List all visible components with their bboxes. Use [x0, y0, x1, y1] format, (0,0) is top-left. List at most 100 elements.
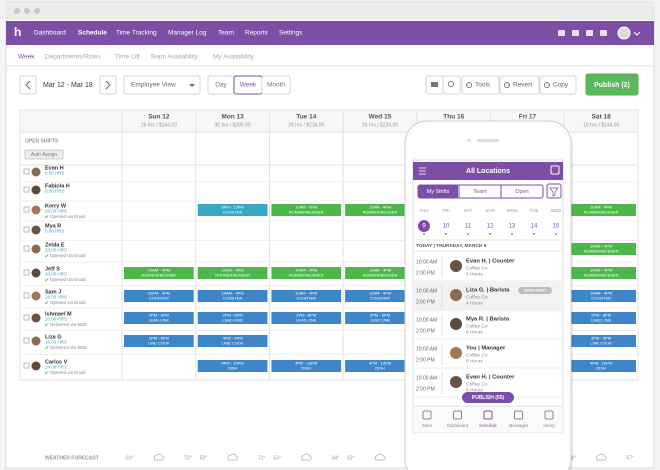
shift-role[interactable]: LEAD LINE [149, 318, 170, 323]
shift-time[interactable]: 4PM - 10PM [295, 361, 317, 366]
shift-title[interactable]: You | Manager [466, 346, 506, 352]
shift-role[interactable]: RUNNER/BUSSER [142, 273, 177, 278]
shift-block[interactable] [197, 335, 268, 347]
shift-title[interactable]: Evan H. | Counter [466, 259, 515, 265]
shift-block[interactable] [271, 204, 342, 216]
tab-icon[interactable] [514, 410, 523, 420]
shift-time[interactable]: 10AM - 4PM [369, 268, 391, 273]
date[interactable]: 14 [531, 224, 538, 230]
shift-role[interactable]: RUNNER/BUSSER [363, 273, 398, 278]
date[interactable]: 10 [443, 224, 450, 230]
shift-role[interactable]: COUNTER [591, 296, 611, 301]
shift-time[interactable]: 10AM - 4PM [590, 244, 612, 249]
auto-assign-label[interactable]: Auto Assign [31, 152, 58, 158]
nav-icon[interactable] [572, 30, 579, 36]
checkbox[interactable] [23, 245, 30, 252]
checkbox[interactable] [23, 292, 30, 299]
shift-role[interactable]: LEAD LINE [222, 318, 243, 323]
view-toggle[interactable] [261, 75, 291, 95]
shift-block[interactable] [271, 312, 342, 324]
shift-block[interactable] [566, 243, 636, 255]
tab-icon[interactable] [453, 410, 462, 420]
shift-block[interactable] [124, 290, 194, 302]
shift-block[interactable] [566, 204, 636, 216]
date[interactable]: 15 [553, 224, 560, 230]
shift-block[interactable] [197, 290, 268, 302]
shift-role[interactable]: LINE COOK [590, 341, 612, 346]
shift-role[interactable]: COUNTER [296, 296, 316, 301]
shift-time[interactable]: 10AM - 4PM [295, 205, 317, 210]
shift-block[interactable] [197, 267, 268, 279]
shift-title[interactable]: Evan H. | Counter [466, 375, 515, 381]
shift-time[interactable]: 2PM - 8PM [370, 313, 390, 318]
shift-role[interactable]: RUNNER/BUSSER [215, 273, 250, 278]
nav-icon[interactable] [600, 30, 607, 36]
nav-item[interactable]: Settings [279, 30, 303, 37]
date[interactable]: 11 [465, 224, 472, 230]
nav-item[interactable]: Reports [245, 30, 269, 37]
checkbox[interactable] [23, 186, 30, 193]
shift-role[interactable]: RUNNER/BUSSER [584, 210, 619, 215]
shift-role[interactable]: RUNNER/BUSSER [584, 273, 619, 278]
shift-role[interactable]: RUNNER/BUSSER [584, 249, 619, 254]
shift-role[interactable]: COUNTER [370, 296, 390, 301]
shift-time[interactable]: 2PM - 8PM [149, 336, 169, 341]
view-toggle-label[interactable]: Month [267, 82, 285, 89]
shift-time[interactable]: 10AM - 4PM [590, 268, 612, 273]
shift-block[interactable] [271, 290, 342, 302]
shift-block[interactable] [345, 312, 415, 324]
shift-role[interactable]: COUNTER [223, 296, 243, 301]
checkbox[interactable] [23, 269, 30, 276]
nav-item[interactable]: Time Tracking [116, 30, 157, 37]
checkbox[interactable] [23, 362, 30, 369]
shift-block[interactable] [566, 335, 636, 347]
shift-block[interactable] [566, 360, 636, 372]
shift-time[interactable]: 2PM - 8PM [591, 336, 611, 341]
shift-block[interactable] [566, 290, 636, 302]
tab-label[interactable]: Hiring [543, 423, 555, 428]
shift-role[interactable]: COUNTER [149, 296, 169, 301]
shift-block[interactable] [124, 267, 194, 279]
shift-block[interactable] [566, 267, 636, 279]
prev-button[interactable] [19, 75, 37, 95]
shift-time[interactable]: 10AM - 4PM [148, 268, 170, 273]
tab-icon[interactable] [544, 410, 554, 420]
nav-item[interactable]: Manager Log [168, 30, 207, 37]
tab-icon[interactable] [422, 410, 432, 420]
tab-label[interactable]: Store [422, 423, 433, 428]
publish-label[interactable]: Publish (2) [594, 82, 630, 89]
date[interactable]: 9 [422, 224, 426, 230]
checkbox[interactable] [23, 206, 30, 213]
checkbox[interactable] [23, 168, 30, 175]
nav-item[interactable]: Schedule [78, 30, 107, 37]
subnav-item[interactable]: Team Availability [150, 54, 199, 61]
tab-label[interactable]: Dashboard [447, 423, 469, 428]
shift-block[interactable] [197, 204, 268, 216]
subnav-item[interactable]: My Availability [213, 54, 254, 61]
shift-role[interactable]: DISH [596, 366, 606, 371]
nav-item[interactable]: Team [218, 30, 234, 37]
shift-time[interactable]: 10AM - 4PM [221, 291, 243, 296]
shift-time[interactable]: 10AM - 4PM [295, 291, 317, 296]
shift-block[interactable] [197, 360, 268, 372]
view-toggle-label[interactable]: Day [215, 82, 227, 89]
nav-icon[interactable] [586, 30, 593, 36]
shift-time[interactable]: 2PM - 8PM [296, 313, 316, 318]
checkbox[interactable] [23, 337, 30, 344]
shift-time[interactable]: 4PM - 6PM [223, 336, 243, 341]
shift-time[interactable]: 10AM - 4PM [221, 268, 243, 273]
action-button[interactable] [539, 75, 577, 95]
tab-icon[interactable] [483, 410, 493, 420]
shift-role[interactable]: LINE COOK [222, 341, 244, 346]
shift-time[interactable]: 4PM - 10PM [221, 361, 243, 366]
calendar-icon[interactable] [550, 165, 560, 175]
shift-title[interactable]: Liza G. | Barista [466, 288, 510, 294]
shift-role[interactable]: RUNNER/BUSSER [289, 273, 324, 278]
publish-button[interactable] [585, 73, 639, 96]
shift-time[interactable]: 10AM - 4PM [590, 205, 612, 210]
subnav-item[interactable]: Time Off [115, 54, 140, 61]
shift-title[interactable]: Mya R. | Barista [466, 317, 510, 323]
shift-block[interactable] [271, 360, 342, 372]
date[interactable]: 12 [487, 224, 494, 230]
shift-block[interactable] [566, 312, 636, 324]
